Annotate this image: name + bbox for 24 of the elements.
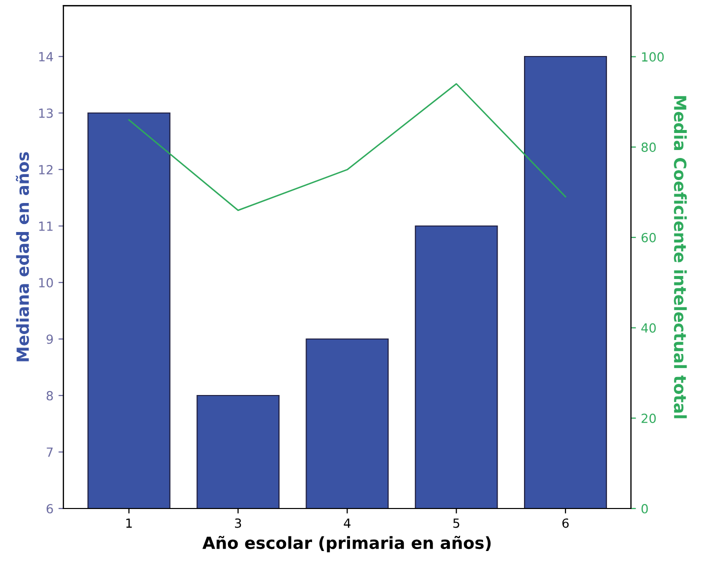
y2-axis-title: Media Coeficiente intelectual total: [674, 96, 687, 418]
y-tick-label: 7: [46, 448, 53, 457]
y-tick-label: 13: [39, 108, 53, 118]
x-tick-label: 4: [344, 518, 350, 528]
x-tick-label: 5: [453, 518, 460, 528]
y-tick-label: 9: [46, 334, 53, 344]
line-series: [128, 83, 566, 212]
y2-tick-label: 60: [642, 232, 656, 242]
y2-tick-label: 80: [642, 142, 656, 152]
x-tick-label: 3: [235, 518, 242, 528]
y-tick-label: 8: [46, 390, 53, 400]
y-tick-label: 12: [39, 164, 52, 174]
y-tick-label: 6: [46, 504, 53, 514]
y2-tick-label: 40: [641, 323, 656, 333]
x-axis-title: Año escolar (primaria en años): [202, 536, 491, 552]
y2-tick-label: 0: [642, 504, 648, 514]
y-axis-title: Mediana edad en años: [16, 152, 30, 362]
y2-tick-label: 100: [642, 52, 664, 62]
y-tick-label: 11: [39, 222, 53, 231]
y-tick-label: 14: [39, 52, 54, 62]
y-tick-label: 10: [39, 278, 53, 288]
y2-tick-label: 20: [642, 414, 656, 424]
x-tick-label: 1: [126, 518, 132, 528]
x-tick-label: 6: [562, 518, 569, 528]
